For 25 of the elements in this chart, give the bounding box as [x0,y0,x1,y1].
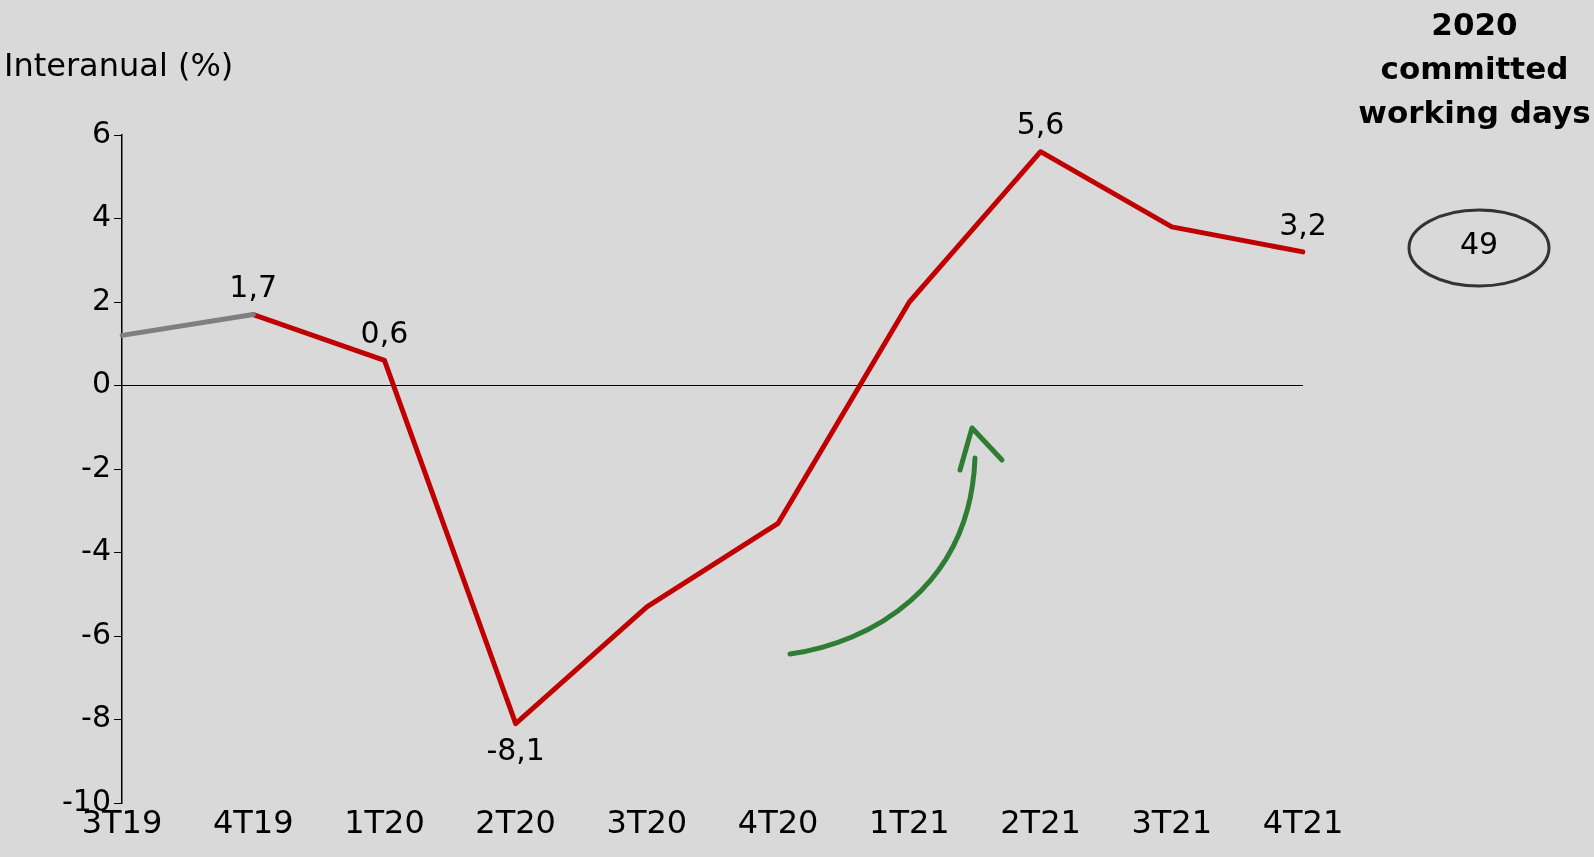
y-tick-label: -6 [81,615,111,651]
text: 49 [1458,226,1500,261]
data-label: 1,7 [229,269,278,305]
x-tick-label: 3T20 [606,802,688,841]
y-tick-label: -8 [81,699,111,735]
y-tick-label: 6 [91,114,111,150]
x-tick-label: 1T21 [869,802,950,841]
x-tick-label: 3T21 [1131,802,1213,841]
x-tick-label: 1T20 [344,802,425,841]
y-tick-label: 4 [91,198,111,234]
x-tick-label: 2T20 [475,802,556,841]
x-tick-label: 4T19 [212,802,294,841]
y-axis-title: Interanual (%) [4,46,234,84]
data-label: 5,6 [1016,106,1065,142]
text: 2020 committed working days [1357,5,1592,132]
data-label: 0,6 [360,315,409,351]
y-tick-label: -2 [81,448,111,484]
y-tick-label: 2 [91,281,111,317]
y-tick-label: 0 [91,365,111,401]
x-tick-label: 4T21 [1262,802,1344,841]
y-tick-label: -4 [81,532,111,568]
data-label: 3,2 [1279,206,1327,242]
x-tick-label: 2T21 [1000,802,1081,841]
x-tick-label: 4T20 [737,802,819,841]
data-label: -8,1 [486,732,545,768]
